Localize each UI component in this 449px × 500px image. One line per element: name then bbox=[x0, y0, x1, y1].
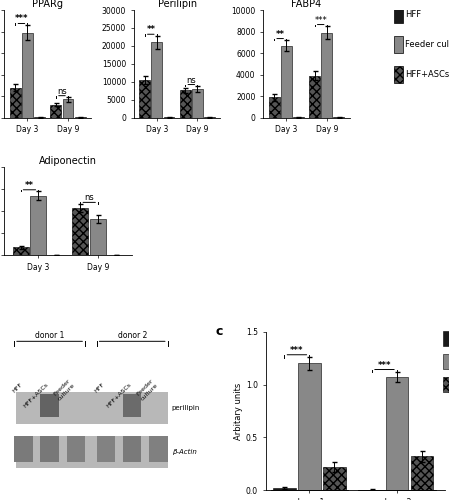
Bar bbox=[16, 436, 168, 468]
Text: ***: *** bbox=[290, 346, 304, 355]
Bar bbox=[180, 90, 191, 118]
Bar bbox=[123, 394, 141, 417]
Text: ns: ns bbox=[186, 76, 196, 84]
Bar bbox=[443, 354, 449, 368]
Text: ns: ns bbox=[57, 86, 67, 96]
Text: ***: *** bbox=[15, 14, 28, 24]
Text: Feeder
culture: Feeder culture bbox=[135, 378, 158, 401]
Bar bbox=[40, 394, 59, 417]
Text: HFF+ASCs: HFF+ASCs bbox=[106, 382, 132, 409]
Title: Adiponectin: Adiponectin bbox=[39, 156, 97, 166]
Text: c: c bbox=[216, 326, 223, 338]
Bar bbox=[309, 76, 320, 118]
Bar bbox=[13, 248, 29, 255]
Bar bbox=[31, 196, 46, 255]
Text: ns: ns bbox=[84, 194, 94, 202]
Text: ***: *** bbox=[314, 16, 327, 24]
Text: β-Actin: β-Actin bbox=[172, 449, 197, 455]
Bar bbox=[72, 208, 88, 255]
Text: perilipin: perilipin bbox=[172, 404, 200, 410]
Text: Feeder culture: Feeder culture bbox=[405, 40, 449, 49]
Title: FABP4: FABP4 bbox=[291, 0, 321, 9]
Text: donor 2: donor 2 bbox=[118, 330, 147, 340]
Bar bbox=[90, 218, 106, 255]
Text: **: ** bbox=[25, 181, 34, 190]
Bar bbox=[334, 117, 344, 118]
Bar bbox=[281, 46, 292, 118]
Text: HFF+ASCs: HFF+ASCs bbox=[23, 382, 49, 409]
Bar bbox=[192, 89, 203, 118]
Bar bbox=[323, 467, 346, 490]
Text: **: ** bbox=[276, 30, 285, 38]
Bar bbox=[66, 436, 85, 462]
Bar bbox=[62, 100, 74, 118]
Bar bbox=[16, 392, 168, 424]
Title: PPARg: PPARg bbox=[32, 0, 63, 9]
Text: ***: *** bbox=[378, 360, 391, 370]
Bar bbox=[97, 436, 115, 462]
Bar bbox=[298, 364, 321, 490]
FancyBboxPatch shape bbox=[394, 6, 403, 23]
Bar bbox=[151, 42, 162, 118]
Bar bbox=[386, 377, 408, 490]
FancyBboxPatch shape bbox=[394, 66, 403, 84]
Text: Feeder
culture: Feeder culture bbox=[53, 378, 76, 401]
FancyBboxPatch shape bbox=[394, 36, 403, 53]
Text: HFF: HFF bbox=[405, 10, 421, 19]
Bar bbox=[14, 436, 33, 462]
Bar bbox=[443, 377, 449, 392]
Text: donor 1: donor 1 bbox=[35, 330, 64, 340]
Bar bbox=[321, 32, 332, 118]
Bar bbox=[75, 117, 86, 118]
Bar bbox=[123, 436, 141, 462]
Bar bbox=[269, 98, 280, 118]
Bar bbox=[273, 488, 295, 490]
Bar bbox=[50, 105, 62, 118]
Title: Perilipin: Perilipin bbox=[158, 0, 197, 9]
Text: **: ** bbox=[146, 25, 155, 34]
Bar bbox=[22, 32, 33, 118]
Text: HFF: HFF bbox=[94, 382, 106, 394]
Y-axis label: Arbitary units: Arbitary units bbox=[234, 382, 243, 440]
Bar bbox=[293, 117, 304, 118]
Bar bbox=[149, 436, 168, 462]
Bar bbox=[40, 436, 59, 462]
Bar bbox=[411, 456, 433, 490]
Bar bbox=[443, 331, 449, 345]
Bar bbox=[34, 117, 45, 118]
Bar bbox=[10, 88, 21, 118]
Text: HFF+ASCs: HFF+ASCs bbox=[405, 70, 449, 79]
Bar bbox=[139, 80, 150, 118]
Text: HFF: HFF bbox=[11, 382, 23, 394]
